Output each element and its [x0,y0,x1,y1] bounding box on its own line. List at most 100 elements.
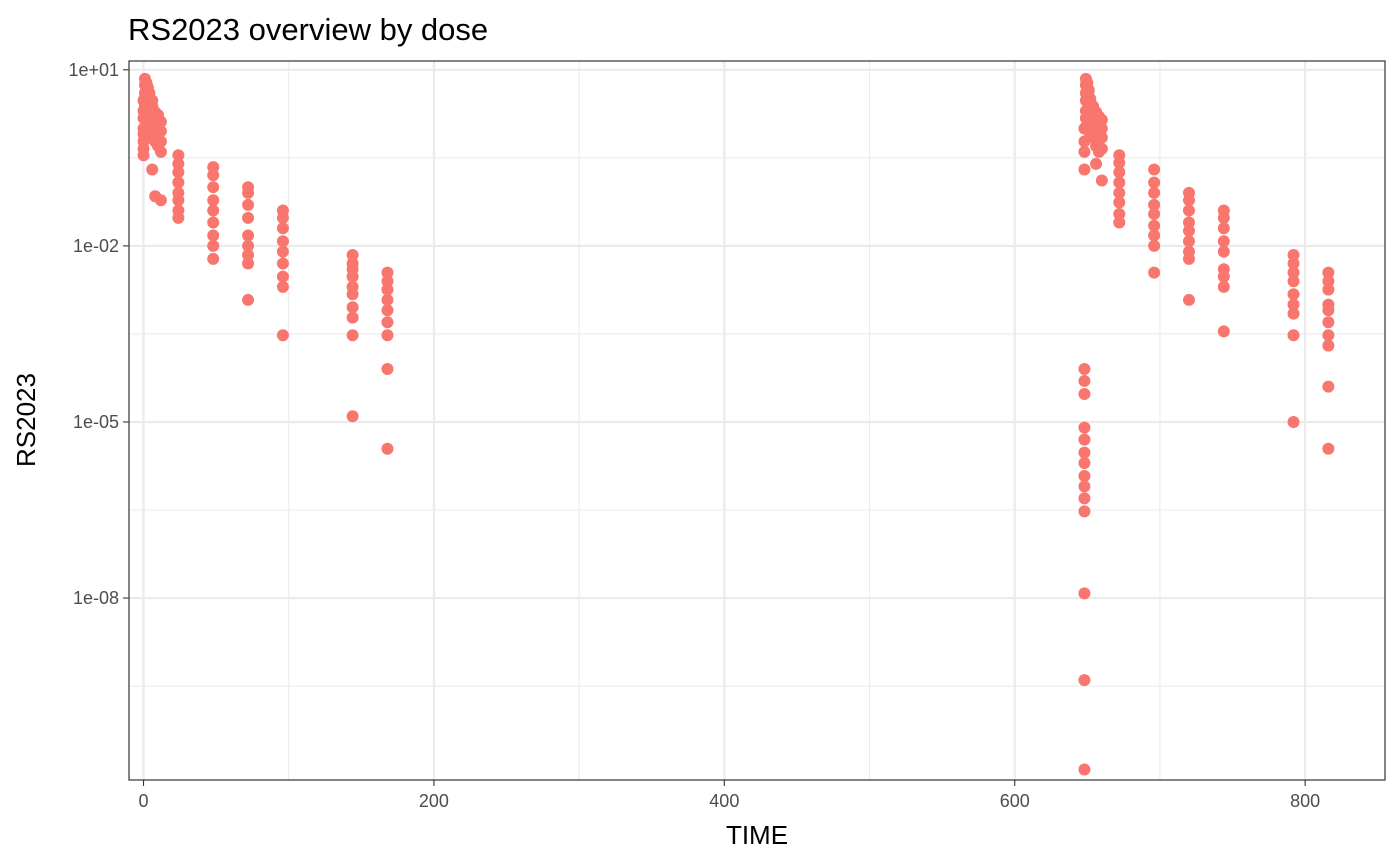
data-point [1078,674,1091,687]
data-point [1148,176,1161,189]
data-point [172,157,185,170]
data-point [207,204,220,217]
data-point [1182,245,1195,258]
data-point [207,252,220,265]
data-point [381,316,394,329]
data-point [1217,263,1230,276]
data-point [276,245,289,258]
data-point [346,410,359,423]
data-point [276,329,289,342]
data-point [1095,131,1108,144]
data-point [276,280,289,293]
minor-x-gridlines [288,61,1161,780]
data-point [172,186,185,199]
data-point [1217,204,1230,217]
data-point [1078,421,1091,434]
data-point [381,362,394,375]
data-point [1095,142,1108,155]
x-axis-title: TIME [726,820,788,850]
data-point [1148,207,1161,220]
data-point [276,270,289,283]
data-point [1090,157,1103,170]
data-point [207,229,220,242]
y-axis-title: RS2023 [11,373,41,467]
data-point [1078,456,1091,469]
data-point [172,166,185,179]
data-point [1322,298,1335,311]
data-point [1078,163,1091,176]
data-point [172,149,185,162]
data-point [381,304,394,317]
data-point [1078,387,1091,400]
data-point [1078,446,1091,459]
data-point [1148,186,1161,199]
data-point [381,283,394,296]
data-point [1322,283,1335,296]
data-point [242,198,255,211]
data-point [1322,316,1335,329]
data-point [1148,239,1161,252]
data-point [346,248,359,261]
data-point [1322,339,1335,352]
data-point [242,239,255,252]
data-point [1287,257,1300,270]
data-point [1078,145,1091,158]
data-point [146,94,159,107]
data-point [381,266,394,279]
data-point [1113,166,1126,179]
data-point [1148,219,1161,232]
data-point [1287,266,1300,279]
data-point [242,229,255,242]
data-point [154,135,167,148]
data-point [242,211,255,224]
data-point [1287,415,1300,428]
data-point [381,293,394,306]
data-point [146,163,159,176]
data-point [1113,216,1126,229]
data-point [381,275,394,288]
data-point [1322,275,1335,288]
data-point [1078,374,1091,387]
data-point [1182,235,1195,248]
data-point [1322,380,1335,393]
data-point [346,257,359,270]
data-point [1078,362,1091,375]
data-point [207,194,220,207]
data-point [1148,229,1161,242]
data-point [1113,196,1126,209]
data-point [346,329,359,342]
data-point [276,235,289,248]
data-point [1287,307,1300,320]
data-point [1148,198,1161,211]
data-point [1113,186,1126,199]
data-point [346,280,359,293]
data-point [1078,480,1091,493]
data-point [242,181,255,194]
data-point [1217,245,1230,258]
x-tick-label: 400 [709,791,739,811]
data-point [1182,204,1195,217]
data-point [1078,505,1091,518]
data-point [1095,113,1108,126]
x-axis-ticks: 0 200 400 600 800 [139,780,1320,811]
data-point [207,161,220,174]
y-tick-label: 1e+01 [68,60,119,80]
data-point [1078,763,1091,776]
data-point [242,293,255,306]
data-point [154,194,167,207]
data-point [1078,492,1091,505]
data-point [1322,266,1335,279]
data-point [1287,298,1300,311]
data-point [1113,176,1126,189]
x-tick-label: 800 [1290,791,1320,811]
data-points [137,72,1335,776]
data-point [1287,329,1300,342]
y-tick-label: 1e-02 [73,236,119,256]
major-x-gridlines [142,61,1307,780]
data-point [1217,280,1230,293]
chart-title: RS2023 overview by dose [128,12,488,47]
data-point [1182,186,1195,199]
data-point [207,181,220,194]
data-point [346,311,359,324]
